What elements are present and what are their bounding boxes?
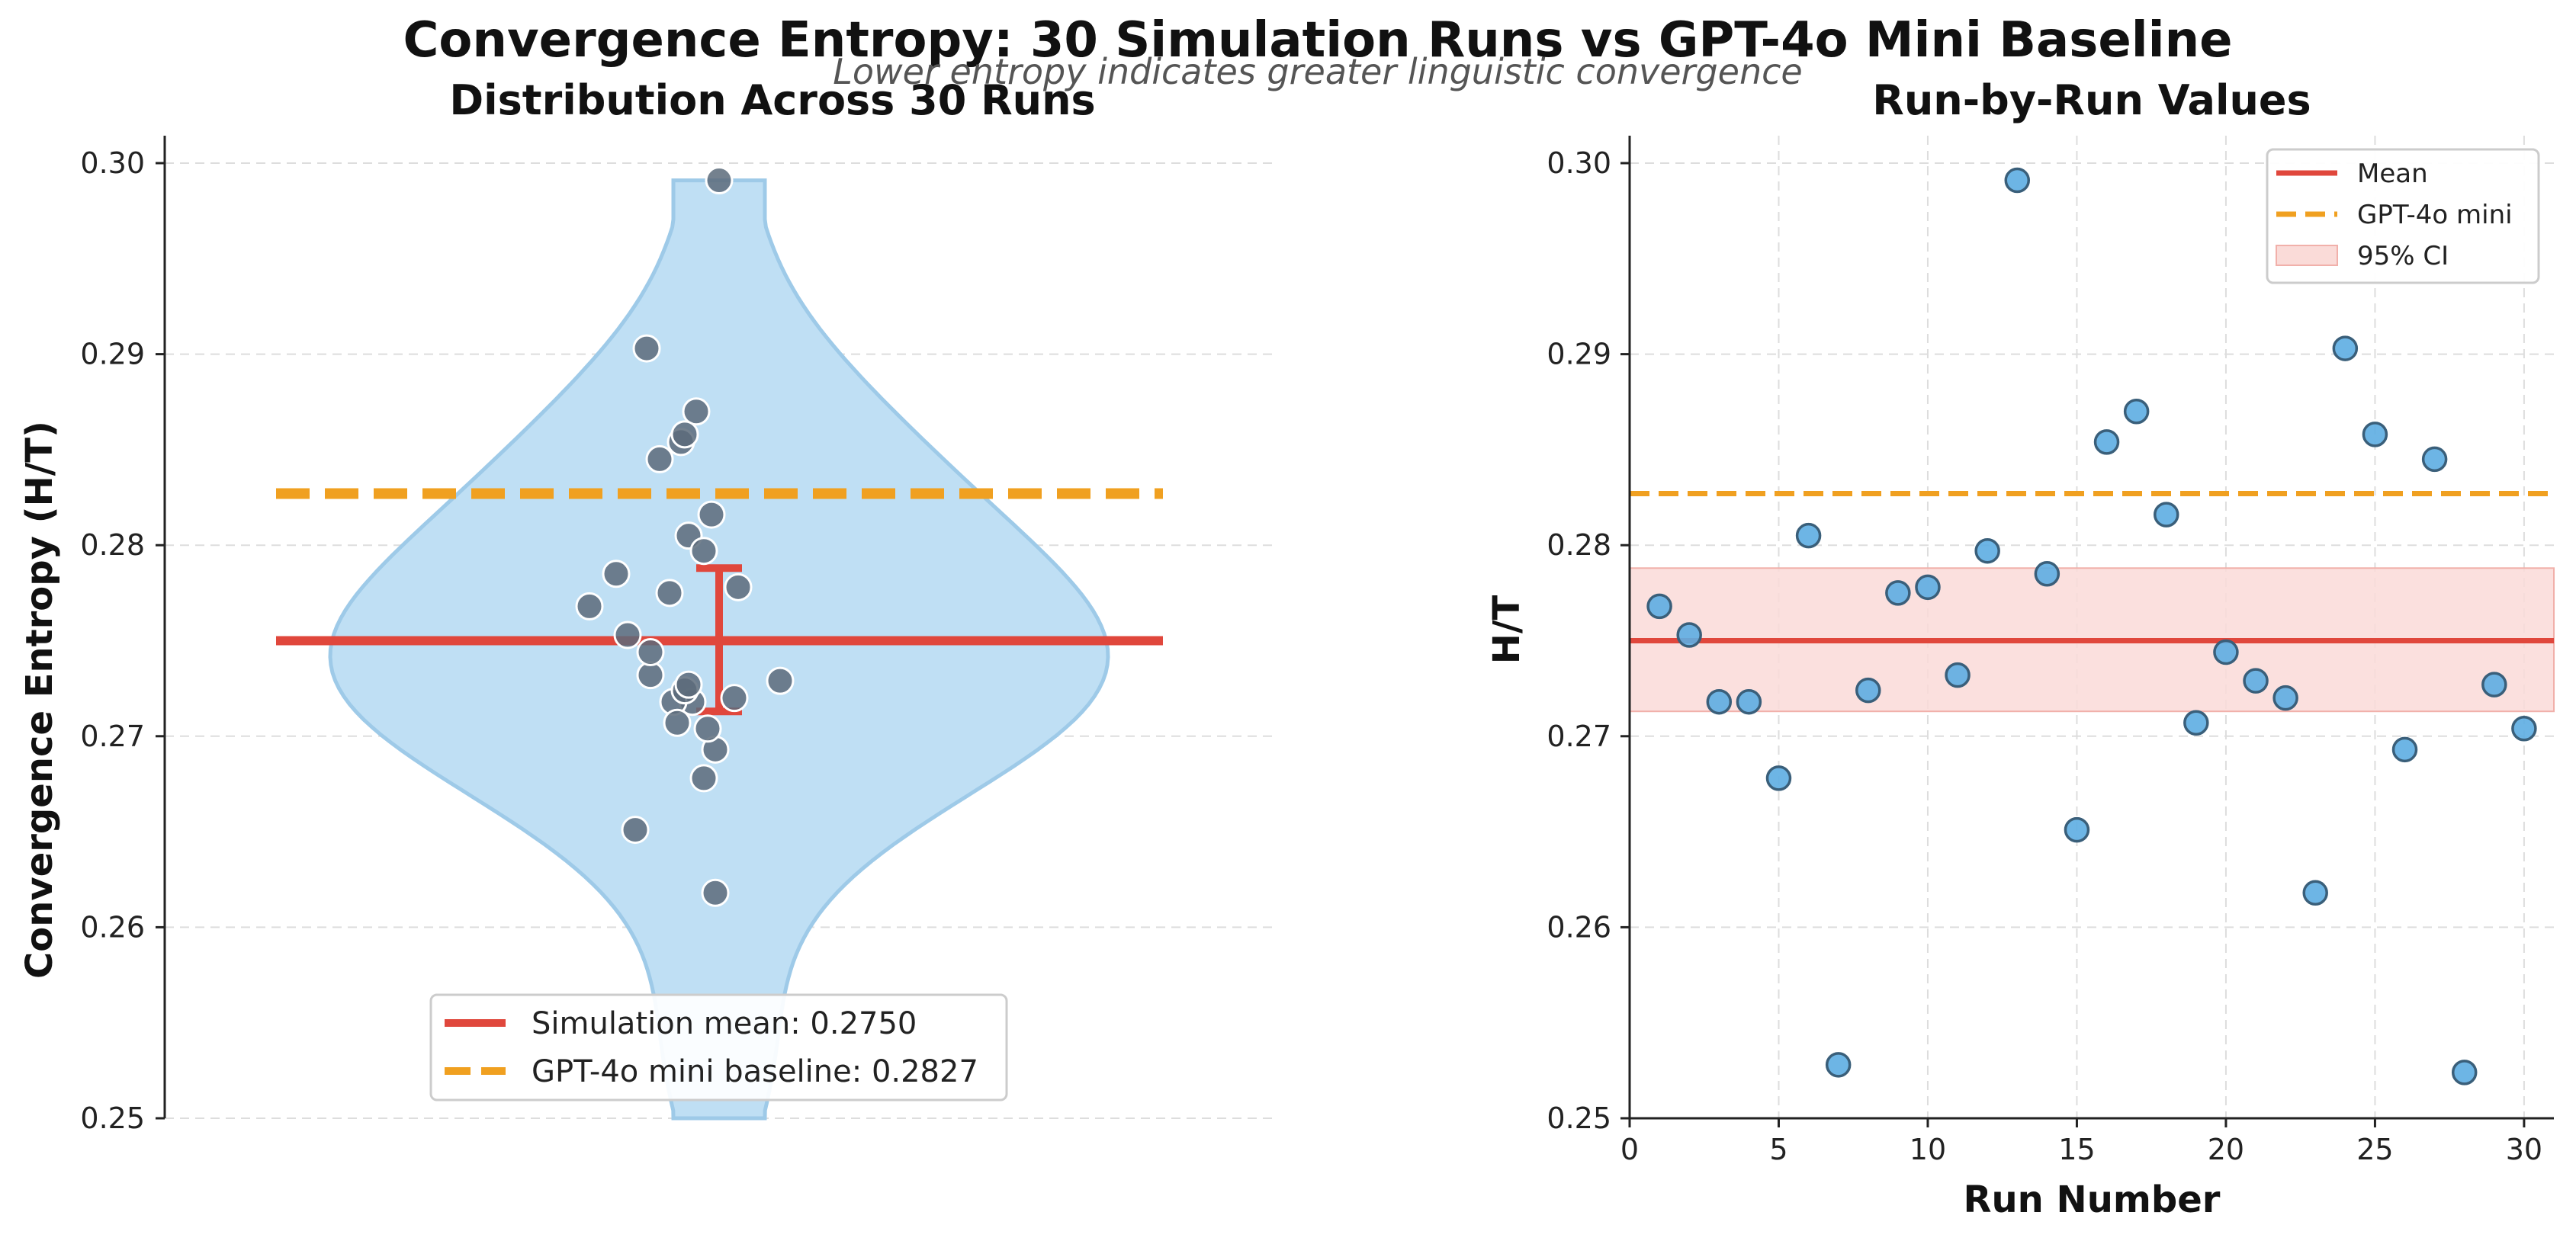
violin-point <box>645 444 674 473</box>
left-legend: Simulation mean: 0.2750 GPT-4o mini base… <box>429 993 1008 1102</box>
scatter-point <box>1825 1052 1852 1078</box>
left-panel-title: Distribution Across 30 Runs <box>449 76 1095 124</box>
right-x-tick-label: 5 <box>1769 1133 1787 1166</box>
left-y-tick-label: 0.29 <box>80 338 145 371</box>
scatter-point <box>2481 672 2507 697</box>
scatter-point <box>2243 668 2269 694</box>
scatter-point <box>1915 574 1941 601</box>
right-y-tick-label: 0.30 <box>1547 146 1611 180</box>
right-panel-title: Run-by-Run Values <box>1872 76 2311 124</box>
right-x-axis-label: Run Number <box>1964 1178 2221 1221</box>
left-y-tick-label: 0.28 <box>80 528 145 562</box>
left-legend-frame <box>429 993 1008 1102</box>
scatter-point <box>2153 502 2179 528</box>
scatter-point <box>2034 561 2060 587</box>
scatter-point <box>2213 639 2239 665</box>
left-legend-mean-label: Simulation mean: 0.2750 <box>532 1006 917 1041</box>
scatter-point <box>2064 816 2090 843</box>
scatter-point <box>2391 736 2418 763</box>
right-y-tick-label: 0.26 <box>1547 910 1611 944</box>
violin-point <box>575 592 604 620</box>
right-y-tick-label: 0.28 <box>1547 528 1611 562</box>
violin-points <box>575 166 795 907</box>
scatter-point <box>1736 688 1762 715</box>
violin-point <box>689 764 718 793</box>
violin-point <box>766 666 795 695</box>
left-y-tick-label: 0.27 <box>80 720 145 753</box>
scatter-point <box>1765 765 1792 791</box>
scatter-panel: 0.25 0.26 0.27 0.28 0.29 0.30 0 5 10 15 20 25 30 H/… <box>1486 76 2555 1221</box>
violin-point <box>705 166 734 195</box>
left-y-tick-label: 0.30 <box>80 146 145 180</box>
scatter-point <box>2272 685 2298 711</box>
right-legend-ci-label: 95% CI <box>2357 241 2449 271</box>
right-x-tick-label: 30 <box>2506 1133 2542 1166</box>
left-y-tick-label: 0.26 <box>80 910 145 944</box>
scatter-point <box>2451 1060 2478 1085</box>
scatter-point <box>1646 593 1672 620</box>
violin-point <box>724 572 753 601</box>
violin-point <box>697 500 726 529</box>
right-y-tick-label: 0.29 <box>1547 338 1611 371</box>
right-legend: Mean GPT-4o mini 95% CI <box>2266 148 2540 284</box>
scatter-point <box>1974 537 2000 564</box>
right-legend-mean-label: Mean <box>2357 159 2428 189</box>
scatter-point <box>2421 446 2448 473</box>
right-x-tick-label: 25 <box>2356 1133 2393 1166</box>
violin-point <box>663 708 692 737</box>
violin-panel: 0.25 0.26 0.27 0.28 0.29 0.30 Convergence Ent… <box>18 76 1277 1135</box>
violin-point <box>689 537 718 566</box>
violin-point <box>613 620 642 649</box>
violin-point <box>720 684 749 713</box>
scatter-point <box>2004 167 2031 194</box>
left-y-ticks: 0.25 0.26 0.27 0.28 0.29 0.30 <box>80 146 165 1135</box>
violin-point <box>636 638 665 667</box>
scatter-point <box>2511 716 2537 742</box>
violin-point <box>701 878 730 907</box>
violin-point <box>693 714 722 743</box>
right-x-tick-label: 10 <box>1910 1133 1946 1166</box>
right-legend-ci-swatch <box>2276 245 2338 266</box>
violin-point <box>632 334 661 363</box>
right-y-axis-label: H/T <box>1486 595 1528 665</box>
violin-point <box>621 816 650 845</box>
scatter-point <box>1945 662 1971 688</box>
right-x-tick-label: 0 <box>1620 1133 1639 1166</box>
scatter-point <box>1676 622 1702 648</box>
violin-point <box>670 420 699 449</box>
scatter-points <box>1646 167 2537 1085</box>
left-y-tick-label: 0.25 <box>80 1102 145 1135</box>
scatter-point <box>2123 399 2150 425</box>
right-y-tick-label: 0.25 <box>1547 1102 1611 1135</box>
right-y-tick-label: 0.27 <box>1547 720 1611 753</box>
figure-title: Convergence Entropy: 30 Simulation Runs … <box>403 12 2232 69</box>
violin-point <box>674 670 703 699</box>
left-legend-baseline-label: GPT-4o mini baseline: 0.2827 <box>532 1054 978 1089</box>
right-x-ticks: 0 5 10 15 20 25 30 <box>1620 1118 2542 1166</box>
figure-subtitle: Lower entropy indicates greater linguist… <box>833 51 1802 92</box>
scatter-point <box>2302 880 2328 906</box>
scatter-point <box>2093 429 2120 455</box>
scatter-point <box>2183 710 2209 736</box>
scatter-point <box>1795 522 1822 549</box>
violin-point <box>602 560 631 588</box>
scatter-point <box>2332 335 2359 361</box>
left-y-axis-label: Convergence Entropy (H/T) <box>18 421 61 979</box>
right-x-tick-label: 20 <box>2208 1133 2244 1166</box>
right-y-ticks: 0.25 0.26 0.27 0.28 0.29 0.30 <box>1547 146 1630 1135</box>
violin-point <box>655 579 684 608</box>
right-x-tick-label: 15 <box>2058 1133 2095 1166</box>
right-legend-baseline-label: GPT-4o mini <box>2357 200 2513 230</box>
scatter-point <box>1855 677 1881 704</box>
scatter-point <box>1706 688 1733 715</box>
scatter-point <box>1885 580 1911 606</box>
violin-point <box>682 397 711 426</box>
scatter-point <box>2362 422 2388 447</box>
